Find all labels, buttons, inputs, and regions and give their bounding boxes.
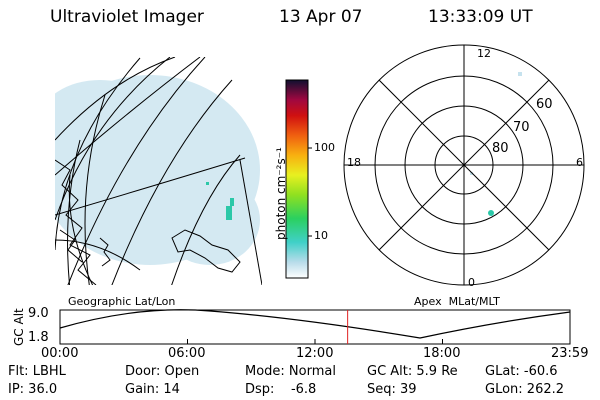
lat-lon-grid [55, 57, 246, 285]
coastline-outlines [55, 159, 241, 285]
mlat-label-70: 70 [513, 120, 530, 135]
altitude-xtick-1200: 12:00 [296, 346, 334, 361]
mlt-label-6: 6 [576, 156, 583, 169]
uv-emission-glow [55, 75, 260, 265]
altitude-ymin: 1.8 [28, 330, 49, 345]
altitude-xtick-1800: 18:00 [423, 346, 461, 361]
left-panel-caption: Geographic Lat/Lon [68, 295, 176, 308]
uv-emission-bright [206, 182, 234, 220]
time-label: 13:33:09 UT [428, 7, 533, 27]
mlat-label-80: 80 [492, 141, 509, 156]
status-glat: GLat: -60.6 [485, 364, 558, 379]
mlt-label-18: 18 [347, 156, 361, 169]
altitude-ylabel: GC Alt [12, 308, 26, 346]
status-gc-alt: GC Alt: 5.9 Re [367, 364, 458, 379]
status-ip: IP: 36.0 [8, 382, 58, 397]
mlt-label-12: 12 [477, 47, 491, 60]
altitude-ymax: 9.0 [28, 306, 49, 321]
intensity-colorbar [285, 79, 312, 279]
altitude-xtick-2359: 23:59 [551, 346, 589, 361]
panel-edge-arcs [239, 159, 262, 285]
mlat-label-60: 60 [536, 97, 553, 112]
altitude-xticks [59, 339, 571, 344]
altitude-xtick-0600: 06:00 [168, 346, 206, 361]
altitude-xtick-0000: 00:00 [41, 346, 79, 361]
status-gain: Gain: 14 [125, 382, 180, 397]
status-glon: GLon: 262.2 [485, 382, 565, 397]
date-label: 13 Apr 07 [279, 7, 363, 27]
polar-mlat-mlt-panel [343, 44, 585, 286]
mlt-label-0: 0 [468, 276, 475, 289]
altitude-curve [59, 309, 571, 339]
altitude-plot [59, 309, 571, 345]
colorbar-unit-label: photon cm⁻²s⁻¹ [274, 147, 288, 240]
colorbar-tick-10: 10 [314, 229, 328, 242]
status-dsp: Dsp: -6.8 [245, 382, 317, 397]
status-door: Door: Open [125, 364, 200, 379]
colorbar-tick-100: 100 [314, 141, 335, 154]
instrument-title: Ultraviolet Imager [50, 7, 204, 27]
geographic-map-panel [55, 57, 262, 285]
right-panel-caption: Apex MLat/MLT [414, 295, 500, 308]
status-mode: Mode: Normal [245, 364, 336, 379]
status-filter: Flt: LBHL [8, 364, 66, 379]
status-seq: Seq: 39 [367, 382, 417, 397]
